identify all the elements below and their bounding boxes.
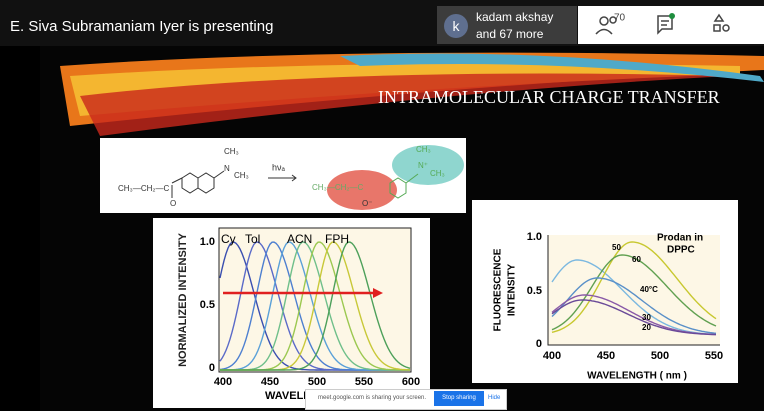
x-tick-label: 400 <box>543 350 561 362</box>
y-tick-label: 1.0 <box>200 236 215 248</box>
scheme-text: N <box>224 164 230 173</box>
curve-label: FPH <box>325 232 349 246</box>
presenter-label: E. Siva Subramaniam Iyer is presenting <box>10 18 274 35</box>
scheme-text: N⁺ <box>418 161 428 170</box>
stop-sharing-button[interactable]: Stop sharing <box>434 391 484 406</box>
x-tick-label: 550 <box>355 376 373 388</box>
curve <box>220 241 411 371</box>
curve <box>551 254 717 331</box>
share-message: meet.google.com is sharing your screen. <box>318 395 427 401</box>
curve-label: ACN <box>287 232 312 246</box>
curve-label: 50 <box>612 243 621 252</box>
x-axis-label: WAVELENGTH ( nm ) <box>587 371 687 382</box>
chat-badge <box>669 13 675 19</box>
legend-text: DPPC <box>667 245 695 256</box>
reaction-scheme: CH₃—CH₂—C O CH₃ N CH₃ hνₐ CH₃—CH₂—C O⁻ C… <box>100 138 466 213</box>
y-tick-label: 0.5 <box>200 299 215 311</box>
x-tick-label: 450 <box>597 350 615 362</box>
scheme-text: CH₃ <box>430 169 445 178</box>
slide-title: INTRAMOLECULAR CHARGE TRANSFER <box>378 87 720 107</box>
slide-banner <box>60 52 764 136</box>
scheme-text: CH₃—CH₂—C <box>312 183 363 192</box>
participant-name: kadam akshay <box>476 10 554 24</box>
x-tick-label: 600 <box>402 376 420 388</box>
x-tick-label: 550 <box>705 350 723 362</box>
scheme-text: CH₃ <box>234 171 249 180</box>
x-tick-label: 450 <box>261 376 279 388</box>
curve <box>551 277 717 334</box>
curve <box>551 299 717 336</box>
toolbar <box>578 6 764 44</box>
y-tick-label: 0 <box>536 338 542 350</box>
activities-button[interactable] <box>713 13 730 32</box>
y-tick-label: 0.5 <box>527 285 542 297</box>
x-tick-label: 400 <box>214 376 232 388</box>
right-plot: FLUORESCENCE INTENSITY 1.0 0.5 0 400 450 5… <box>472 200 738 383</box>
y-axis-label: NORMALIZED INTENSITY <box>177 232 189 366</box>
scheme-text: CH₃ <box>224 147 239 156</box>
curve-label: 40°C <box>640 285 658 294</box>
left-plot: NORMALIZED INTENSITY 1.0 0.5 0 400 450 500… <box>153 218 430 408</box>
y-axis-label: FLUORESCENCE <box>493 248 504 331</box>
scheme-text: hνₐ <box>272 162 286 172</box>
y-tick-label: 0 <box>209 362 215 374</box>
curve-label: 30 <box>642 313 651 322</box>
hide-button[interactable]: Hide <box>488 395 501 401</box>
curve-label: Cy <box>221 232 236 246</box>
scheme-text: CH₃—CH₂—C <box>118 184 169 193</box>
curve-label: 60 <box>632 255 641 264</box>
avatar: k <box>444 14 468 38</box>
curve-label: Tol <box>245 232 260 246</box>
toolbar-icons: 70 <box>595 13 730 35</box>
curve <box>551 241 717 333</box>
x-tick-label: 500 <box>308 376 326 388</box>
curve-label: 20 <box>642 323 651 332</box>
scheme-text: O <box>170 199 176 208</box>
curve <box>220 241 410 371</box>
y-axis-label: INTENSITY <box>507 264 518 317</box>
people-count: 70 <box>614 13 626 24</box>
x-tick-label: 500 <box>651 350 669 362</box>
people-button[interactable] <box>595 16 617 35</box>
curve <box>551 259 717 336</box>
y-tick-label: 1.0 <box>527 231 542 243</box>
scheme-text: O⁻ <box>362 199 372 208</box>
scheme-text: CH₃ <box>416 145 431 154</box>
legend-text: Prodan in <box>657 233 703 244</box>
x-axis-label: WAVELE <box>265 390 311 402</box>
chat-button[interactable] <box>657 15 673 35</box>
participant-more: and 67 more <box>476 27 544 41</box>
